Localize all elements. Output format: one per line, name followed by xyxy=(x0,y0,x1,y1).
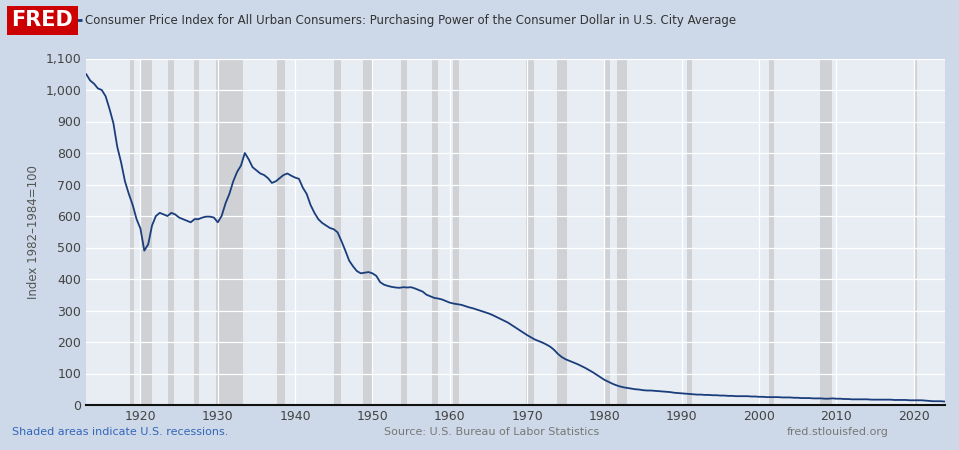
Bar xyxy=(453,58,459,405)
Bar xyxy=(526,58,534,405)
Bar xyxy=(276,58,285,405)
Bar xyxy=(617,58,627,405)
Bar xyxy=(688,58,691,405)
Y-axis label: Index 1982–1984=100: Index 1982–1984=100 xyxy=(27,165,40,299)
Bar xyxy=(604,58,610,405)
Bar xyxy=(168,58,175,405)
Bar xyxy=(194,58,199,405)
Bar xyxy=(432,58,438,405)
Text: FRED: FRED xyxy=(12,10,73,31)
Bar xyxy=(141,58,152,405)
Bar xyxy=(401,58,408,405)
Bar xyxy=(915,58,917,405)
Text: Source: U.S. Bureau of Labor Statistics: Source: U.S. Bureau of Labor Statistics xyxy=(384,427,598,437)
Bar xyxy=(557,58,568,405)
Bar xyxy=(820,58,831,405)
Text: Consumer Price Index for All Urban Consumers: Purchasing Power of the Consumer D: Consumer Price Index for All Urban Consu… xyxy=(85,14,737,27)
Bar xyxy=(334,58,340,405)
Bar xyxy=(769,58,774,405)
Bar xyxy=(129,58,134,405)
Text: Shaded areas indicate U.S. recessions.: Shaded areas indicate U.S. recessions. xyxy=(12,427,228,437)
Text: fred.stlouisfed.org: fred.stlouisfed.org xyxy=(786,427,888,437)
Bar xyxy=(216,58,244,405)
Bar xyxy=(363,58,372,405)
